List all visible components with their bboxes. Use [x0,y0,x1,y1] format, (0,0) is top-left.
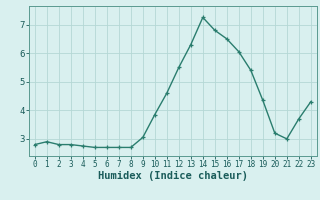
X-axis label: Humidex (Indice chaleur): Humidex (Indice chaleur) [98,171,248,181]
